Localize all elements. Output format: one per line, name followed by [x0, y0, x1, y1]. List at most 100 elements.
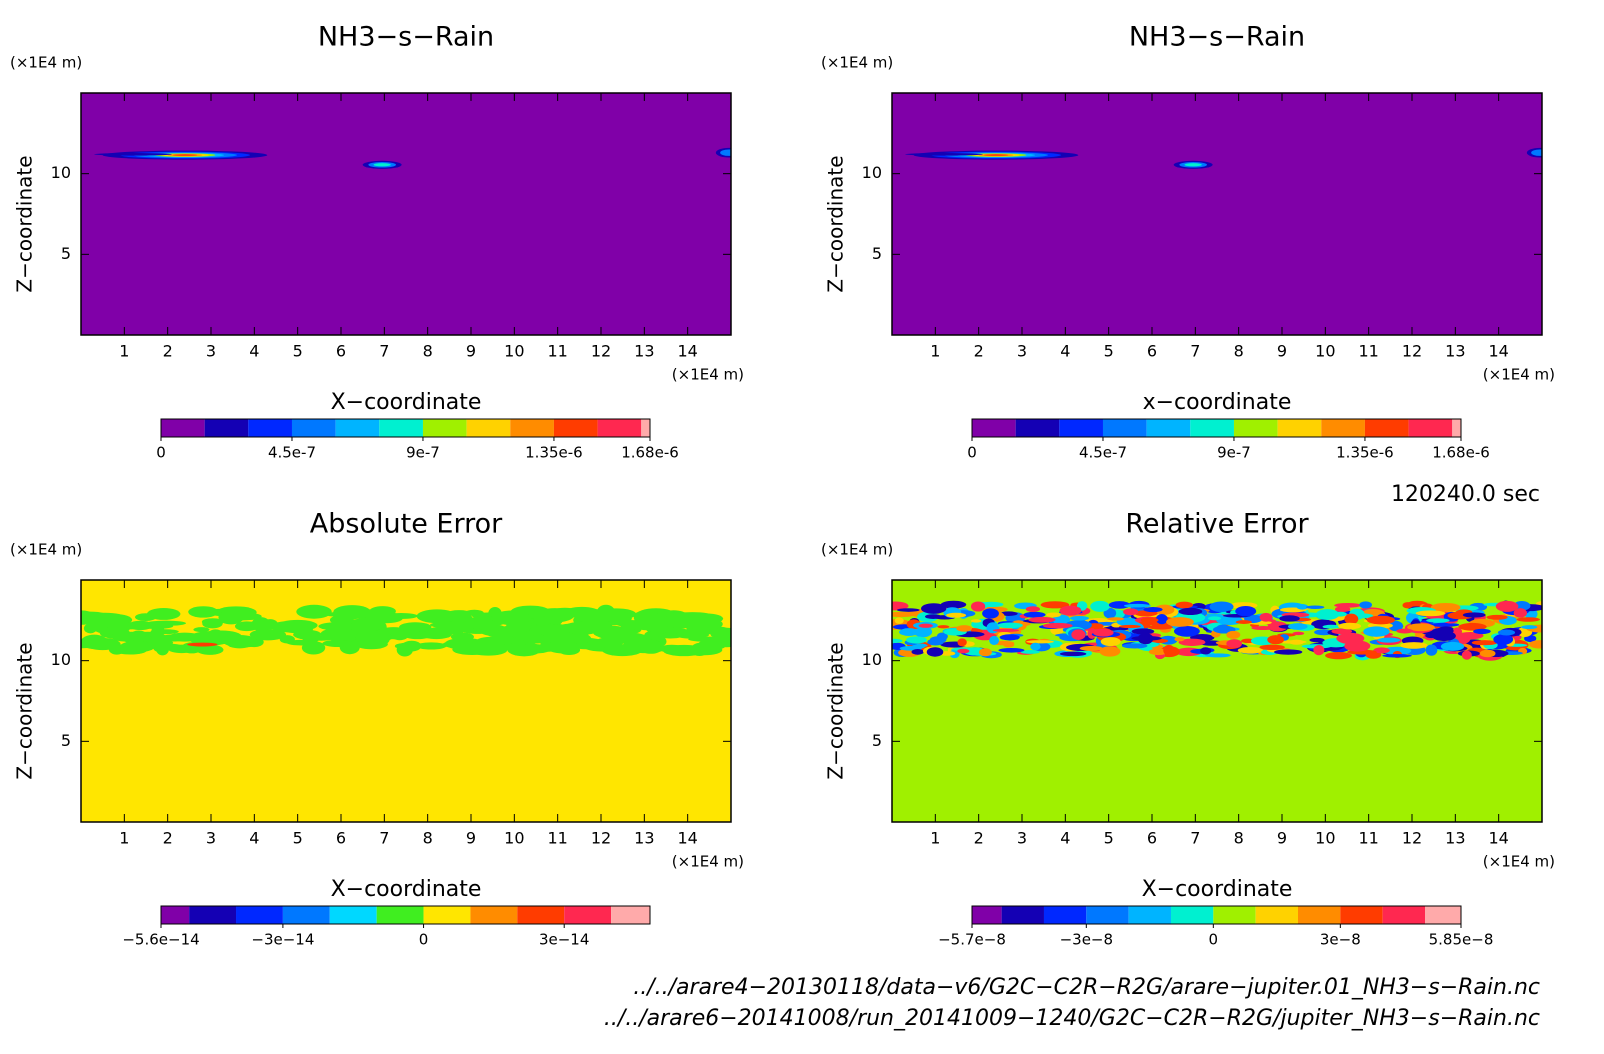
colorbar-band	[510, 419, 554, 437]
colorbar-tick-label: 3e−8	[1320, 931, 1361, 949]
contour-region	[464, 609, 484, 616]
contour-region	[1407, 623, 1435, 632]
colorbar-band	[1213, 906, 1256, 924]
contour-region	[992, 628, 1020, 633]
contour-region	[1313, 645, 1325, 656]
x-tick-label: 3	[206, 829, 216, 848]
contour-region	[936, 632, 948, 641]
plot-frame	[80, 579, 732, 823]
contour-region	[1226, 639, 1243, 648]
colorbar-band	[1043, 906, 1087, 924]
contour-region	[983, 154, 1009, 156]
x-tick-label: 7	[1190, 342, 1200, 361]
contour-region	[1137, 633, 1154, 645]
contour-region	[296, 604, 332, 619]
contour-region	[369, 606, 396, 617]
contour-region	[202, 630, 242, 643]
colorbar-band	[1146, 419, 1191, 437]
x-tick-label: 6	[336, 829, 346, 848]
colorbar-band	[564, 906, 612, 924]
contour-region	[937, 625, 950, 629]
x-tick-label: 2	[974, 829, 984, 848]
contour-region	[1052, 614, 1071, 625]
contour-region	[262, 619, 278, 630]
colorbar-band	[1059, 419, 1103, 437]
x-axis-label: X−coordinate	[331, 390, 482, 415]
contour-region	[1123, 608, 1139, 616]
contour-region	[1087, 628, 1097, 639]
colorbar-band	[379, 419, 423, 437]
contour-region	[647, 623, 666, 633]
colorbar-band	[466, 419, 511, 437]
contour-region	[1382, 653, 1412, 658]
x-tick-label: 9	[1277, 829, 1287, 848]
contour-region	[1119, 624, 1141, 629]
colorbar-band	[1233, 419, 1278, 437]
x-axis-label: X−coordinate	[331, 877, 482, 902]
colorbar-frame	[971, 905, 1462, 925]
contour-region	[81, 618, 94, 625]
contour-region	[1396, 628, 1414, 634]
colorbar-tick-label: 3e−14	[539, 931, 589, 949]
contour-region	[355, 617, 388, 625]
contour-region	[1121, 643, 1148, 649]
contour-region	[970, 619, 982, 623]
x-tick-label: 1	[930, 342, 940, 361]
contour-region	[720, 149, 731, 156]
contour-region	[989, 635, 1000, 645]
contour-region	[1042, 622, 1073, 629]
contour-region	[394, 643, 410, 649]
colorbar-band	[597, 419, 642, 437]
colorbar-band	[517, 906, 565, 924]
contour-region	[390, 630, 409, 641]
colorbar-band	[1340, 906, 1383, 924]
contour-region	[999, 634, 1020, 641]
contour-region	[894, 617, 904, 624]
contour-region	[399, 622, 432, 632]
contour-region	[892, 638, 903, 644]
contour-region	[906, 636, 927, 644]
contour-region	[1107, 617, 1125, 621]
contour-region	[328, 639, 342, 647]
contour-region	[1359, 601, 1372, 609]
contour-region	[926, 647, 944, 657]
colorbar-band	[1321, 419, 1365, 437]
contour-region	[925, 614, 942, 619]
contour-region	[1315, 609, 1340, 620]
contour-region	[1529, 640, 1542, 649]
contour-region	[1513, 608, 1527, 618]
colorbar-band	[1170, 906, 1214, 924]
contour-region	[1237, 647, 1264, 654]
contour-region	[1486, 614, 1508, 620]
colorbar-band	[1190, 419, 1234, 437]
x-tick-label: 11	[1358, 342, 1378, 361]
colorbar-tick-label: 4.5e-7	[268, 444, 316, 462]
contour-region	[1524, 634, 1537, 643]
contour-region	[620, 621, 638, 631]
contour-region	[333, 605, 372, 620]
colorbar-tick-label: 0	[156, 444, 166, 462]
contour-region	[1425, 644, 1438, 656]
contours	[905, 147, 1542, 169]
contour-region	[1363, 626, 1390, 637]
x-axis-label: X−coordinate	[1142, 877, 1293, 902]
x-tick-label: 8	[423, 342, 433, 361]
contour-region	[562, 621, 601, 635]
contour-region	[691, 642, 709, 657]
x-tick-label: 8	[1234, 829, 1244, 848]
contour-region	[957, 648, 970, 654]
contour-region	[513, 640, 528, 646]
panel: Relative Error (×1E4 m) (×1E4 m) X−coordina…	[821, 509, 1555, 949]
contour-region	[1457, 631, 1484, 640]
x-tick-label: 10	[1315, 342, 1335, 361]
x-tick-label: 11	[547, 829, 567, 848]
contour-region	[137, 623, 174, 629]
contour-region	[1131, 628, 1155, 635]
contour-region	[956, 625, 973, 632]
x-tick-label: 11	[1358, 829, 1378, 848]
contour-region	[218, 610, 244, 625]
contour-region	[896, 608, 920, 612]
colorbar-tick-label: 1.68e-6	[621, 444, 679, 462]
x-unit: (×1E4 m)	[672, 853, 744, 871]
